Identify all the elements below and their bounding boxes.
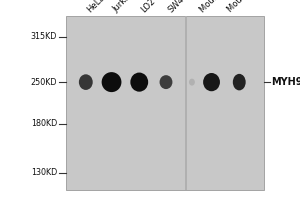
Bar bbox=[184, 16, 187, 190]
Text: LO2: LO2 bbox=[139, 0, 157, 14]
Text: 130KD: 130KD bbox=[31, 168, 57, 177]
Text: MYH9: MYH9 bbox=[272, 77, 300, 87]
Ellipse shape bbox=[233, 74, 246, 90]
Text: Mouse liver: Mouse liver bbox=[198, 0, 239, 14]
Text: Jurkat: Jurkat bbox=[111, 0, 135, 14]
Ellipse shape bbox=[203, 73, 220, 91]
Ellipse shape bbox=[189, 79, 195, 86]
Ellipse shape bbox=[130, 73, 148, 92]
Text: SW480: SW480 bbox=[167, 0, 194, 14]
Ellipse shape bbox=[79, 74, 93, 90]
Text: Mouse lung: Mouse lung bbox=[226, 0, 267, 14]
Ellipse shape bbox=[160, 75, 172, 89]
Bar bbox=[66, 16, 264, 190]
Text: 180KD: 180KD bbox=[31, 119, 57, 128]
Text: 250KD: 250KD bbox=[31, 78, 57, 87]
Text: HeLa: HeLa bbox=[85, 0, 107, 14]
Ellipse shape bbox=[102, 72, 122, 92]
Text: 315KD: 315KD bbox=[31, 32, 57, 41]
